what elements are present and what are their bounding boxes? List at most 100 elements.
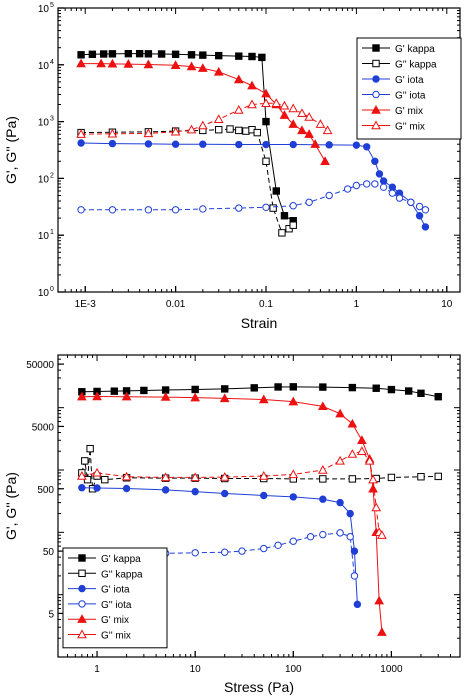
chart-2-data-point xyxy=(377,530,387,539)
chart-2-data-point xyxy=(319,530,327,539)
chart-2-data-point xyxy=(346,533,354,541)
chart-1-data-point xyxy=(288,103,299,113)
chart-1-data-point xyxy=(213,66,224,76)
chart-1-x-tick-label: 1E-3 xyxy=(75,299,97,310)
chart-1-data-point xyxy=(375,170,384,178)
chart-1-legend-marker xyxy=(371,120,381,130)
chart-2: 1 10 100 1000 5 50 500 5000 50000 Stress (Pa) G', … xyxy=(3,354,461,695)
chart-2-legend-marker xyxy=(78,569,86,577)
chart-1-data-point xyxy=(199,51,207,59)
chart-1-series-line xyxy=(81,183,426,211)
chart-2-data-point xyxy=(140,386,148,395)
chart-1-data-point xyxy=(108,206,117,214)
chart-1-y-tick-label: 10 xyxy=(38,231,50,242)
chart-2-data-point xyxy=(191,487,199,496)
chart-1-data-point xyxy=(107,58,118,68)
chart-1-legend-label: G'' kappa xyxy=(395,60,437,71)
chart-1-y-tick-exponent: 2 xyxy=(50,172,54,179)
chart-2-legend-marker xyxy=(77,629,87,639)
chart-1-data-point xyxy=(279,110,290,119)
chart-1-data-point xyxy=(407,198,415,206)
chart-1-y-tick-label: 10 xyxy=(38,61,50,72)
chart-1-data-point xyxy=(289,221,297,229)
chart-1-data-point xyxy=(388,189,397,197)
chart-1-data-point xyxy=(304,129,314,138)
chart-1-data-point xyxy=(352,181,361,190)
chart-2-data-point xyxy=(110,387,119,395)
chart-1-data-point xyxy=(258,53,266,62)
chart-1-data-point xyxy=(215,51,223,60)
chart-1-data-point xyxy=(371,157,379,166)
chart-2-data-point xyxy=(122,484,131,493)
chart-2-data-point xyxy=(377,627,387,636)
chart-2-minor-ticks xyxy=(57,354,461,658)
chart-2-series-g-kappa xyxy=(78,383,442,401)
chart-1-data-point xyxy=(96,58,106,68)
chart-2-y-tick-label: 5000 xyxy=(32,422,55,433)
chart-2-data-point xyxy=(274,541,282,549)
chart-2-series-line xyxy=(81,386,439,398)
chart-2-data-point xyxy=(417,389,425,398)
chart-2-legend-label: G' mix xyxy=(101,615,129,626)
chart-1-y-tick-exponent: 1 xyxy=(50,229,54,236)
chart-2-data-point xyxy=(161,486,170,494)
chart-1-data-point xyxy=(325,191,333,200)
chart-1-data-point xyxy=(77,139,85,147)
chart-1-y-tick-label: 10 xyxy=(38,174,50,185)
chart-1-data-point xyxy=(310,139,321,148)
chart-2-data-point xyxy=(101,475,109,484)
chart-1-data-point xyxy=(197,120,208,130)
chart-1-data-point xyxy=(247,99,257,109)
chart-2-data-point xyxy=(317,401,328,411)
chart-1-legend-marker xyxy=(372,44,380,52)
chart-1-series-g-iota xyxy=(77,139,430,231)
chart-1-data-point xyxy=(76,58,86,68)
chart-2-data-point xyxy=(371,502,382,512)
chart-1-data-point xyxy=(135,49,144,58)
chart-2-data-point xyxy=(335,408,345,418)
chart-1-y-tick-label: 10 xyxy=(38,288,50,299)
chart-1-legend-label: G' mix xyxy=(395,106,423,117)
chart-1-data-point xyxy=(144,140,153,148)
chart-1-x-tick-label: 1 xyxy=(354,299,360,310)
chart-2-series-g-iota xyxy=(78,484,362,609)
chart-2-data-point xyxy=(288,469,299,479)
chart-2-data-point xyxy=(387,473,396,482)
chart-1-data-point xyxy=(187,51,196,59)
chart-2-y-tick-label: 5 xyxy=(48,609,54,620)
chart-2-x-axis-title: Stress (Pa) xyxy=(224,679,294,695)
chart-1-y-tick-exponent: 4 xyxy=(50,59,54,66)
chart-1-legend-label: G' iota xyxy=(395,75,424,86)
chart-1-y-tick-label: 10 xyxy=(38,118,50,129)
chart-1-data-point xyxy=(77,51,85,59)
chart-2-x-tick-label: 100 xyxy=(285,664,302,675)
chart-2-data-point xyxy=(434,472,442,481)
chart-2-data-point xyxy=(260,491,268,500)
chart-1-data-point xyxy=(235,140,243,149)
chart-2-data-point xyxy=(368,474,378,484)
chart-2-data-point xyxy=(347,449,358,458)
chart-2-data-point xyxy=(221,489,229,498)
chart-1-data-point xyxy=(371,180,379,188)
chart-1-data-point xyxy=(171,206,180,214)
chart-1-data-point xyxy=(226,125,234,133)
chart-2-data-point xyxy=(289,537,297,545)
chart-1-data-point xyxy=(123,59,134,68)
chart-1-data-point xyxy=(379,183,388,191)
chart-2-data-point xyxy=(372,384,380,392)
chart-2-series-g-kappa xyxy=(78,444,442,493)
chart-2-data-point xyxy=(289,383,297,391)
chart-1-data-point xyxy=(288,119,299,128)
chart-1-data-point xyxy=(235,204,243,212)
chart-2-data-point xyxy=(191,549,199,557)
chart-1-data-point xyxy=(315,119,326,128)
chart-1-data-point xyxy=(421,206,430,214)
chart-1-data-point xyxy=(272,187,281,195)
chart-2-y-tick-label: 500 xyxy=(37,485,54,496)
chart-1-data-point xyxy=(261,98,271,107)
chart-1-y-tick-exponent: 3 xyxy=(50,116,54,123)
chart-1-data-point xyxy=(395,194,404,202)
chart-2-data-point xyxy=(92,391,102,401)
chart-2-data-point xyxy=(336,529,344,537)
